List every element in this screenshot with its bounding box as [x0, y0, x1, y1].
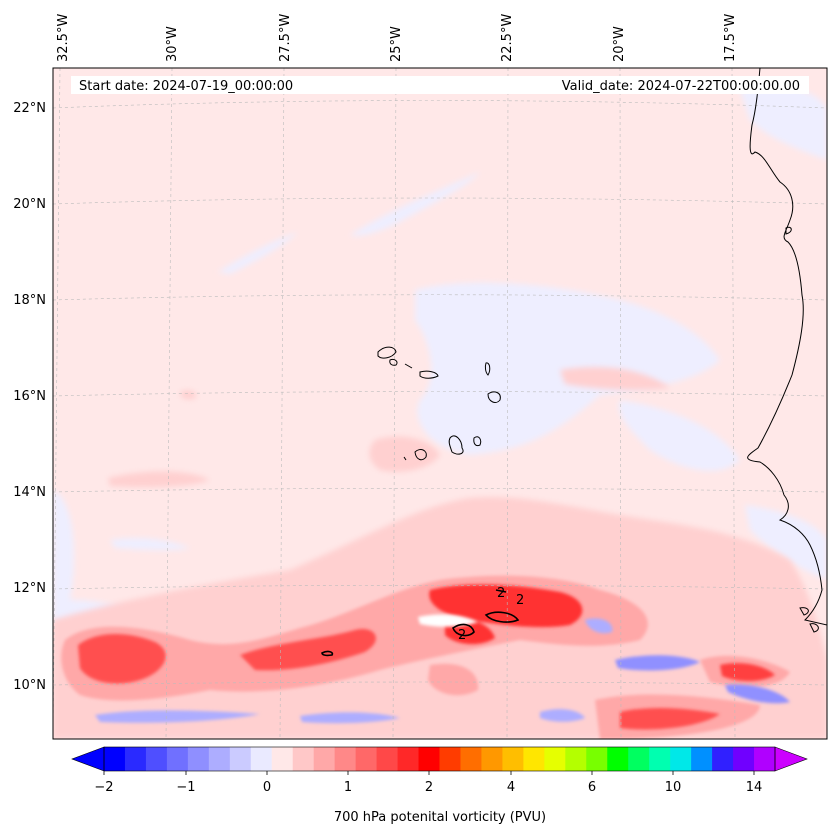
colorbar-segment [691, 747, 713, 771]
longitude-labels: 32.5°W 30°W 27.5°W 25°W 22.5°W 20°W 17.5… [56, 14, 738, 62]
colorbar-segment [754, 747, 776, 771]
graticule [53, 68, 827, 739]
cape-verde-islands [377, 346, 501, 461]
colorbar-segment [229, 747, 252, 771]
colorbar-segment [607, 747, 629, 771]
colorbar-segment [460, 747, 482, 771]
colorbar-segment [376, 747, 399, 771]
lat-label: 14°N [13, 485, 46, 500]
colorbar-segment [712, 747, 734, 771]
colorbar-segment [670, 747, 692, 771]
lon-label: 20°W [612, 26, 627, 62]
lat-label: 20°N [13, 197, 46, 212]
lon-label: 30°W [165, 26, 180, 62]
colorbar-segment [628, 747, 650, 771]
colorbar-segment [166, 747, 189, 771]
colorbar-segment [124, 747, 147, 771]
colorbar-segment [271, 747, 294, 771]
colorbar-max-extend [774, 746, 808, 772]
colorbar-segment [208, 747, 231, 771]
colorbar-frame [103, 746, 776, 772]
lon-label: 25°W [389, 26, 404, 62]
map-frame [52, 67, 828, 740]
colorbar-segment [418, 747, 440, 771]
colorbar-tick-labels: −2 −1 0 1 2 4 6 10 14 [94, 780, 762, 795]
positive-pv-strong [78, 584, 775, 730]
colorbar-title: 700 hPa potenital vorticity (PVU) [334, 810, 546, 825]
colorbar-tick-label: −2 [94, 780, 113, 795]
colorbar-segment [733, 747, 755, 771]
colorbar-tick-label: 14 [746, 780, 763, 795]
colorbar-segment [649, 747, 671, 771]
colorbar-tick-label: 0 [263, 780, 271, 795]
colorbar-segment [523, 747, 545, 771]
colorbar-segments [104, 747, 776, 771]
colorbar-segment [250, 747, 273, 771]
colorbar-tick-label: 6 [588, 780, 596, 795]
colorbar-segment [565, 747, 587, 771]
lon-label: 32.5°W [56, 14, 71, 62]
valid-date-label: Valid_date: 2024-07-22T00:00:00.00 [562, 79, 800, 94]
colorbar-segment [544, 747, 566, 771]
lat-label: 18°N [13, 293, 46, 308]
lon-label: 22.5°W [500, 14, 515, 62]
latitude-labels: 22°N 20°N 18°N 16°N 14°N 12°N 10°N [13, 101, 46, 693]
contour-label: 2 [516, 593, 524, 608]
colorbar-segment [187, 747, 210, 771]
colorbar-segment [439, 747, 461, 771]
lon-label: 17.5°W [723, 14, 738, 62]
contour-label: 2 [458, 628, 466, 643]
colorbar-segment [292, 747, 315, 771]
colorbar-segment [481, 747, 503, 771]
colorbar-tick-label: 1 [344, 780, 352, 795]
colorbar-tick-label: 4 [507, 780, 515, 795]
colorbar-segment [313, 747, 336, 771]
colorbar-ticks [103, 771, 755, 775]
colorbar-segment [145, 747, 168, 771]
lat-label: 16°N [13, 389, 46, 404]
colorbar-tick-label: 2 [425, 780, 433, 795]
lat-label: 12°N [13, 581, 46, 596]
colorbar-tick-label: 10 [665, 780, 682, 795]
colorbar-tick-label: −1 [176, 780, 195, 795]
coast-detail [785, 226, 819, 633]
colorbar-segment [502, 747, 524, 771]
colorbar-min-extend [71, 746, 105, 772]
colorbar-segment [104, 747, 126, 771]
colorbar-segment [334, 747, 357, 771]
header-box [71, 76, 809, 94]
colorbar-segment [586, 747, 608, 771]
colorbar: −2 −1 0 1 2 4 6 10 14 700 hPa potenital … [71, 746, 808, 825]
lat-label: 10°N [13, 678, 46, 693]
colorbar-segment [355, 747, 378, 771]
contour-label: 2 [497, 586, 505, 601]
pv-contour-labels: 2 2 2 [458, 586, 524, 643]
lon-label: 27.5°W [278, 14, 293, 62]
colorbar-segment [397, 747, 420, 771]
africa-coastline [747, 68, 827, 626]
map-panel: 2 2 2 Start date: 2024-07-19_00:00:00 Va… [53, 68, 827, 739]
start-date-label: Start date: 2024-07-19_00:00:00 [79, 79, 293, 94]
lat-label: 22°N [13, 101, 46, 116]
pv-contour-lines [321, 589, 520, 657]
